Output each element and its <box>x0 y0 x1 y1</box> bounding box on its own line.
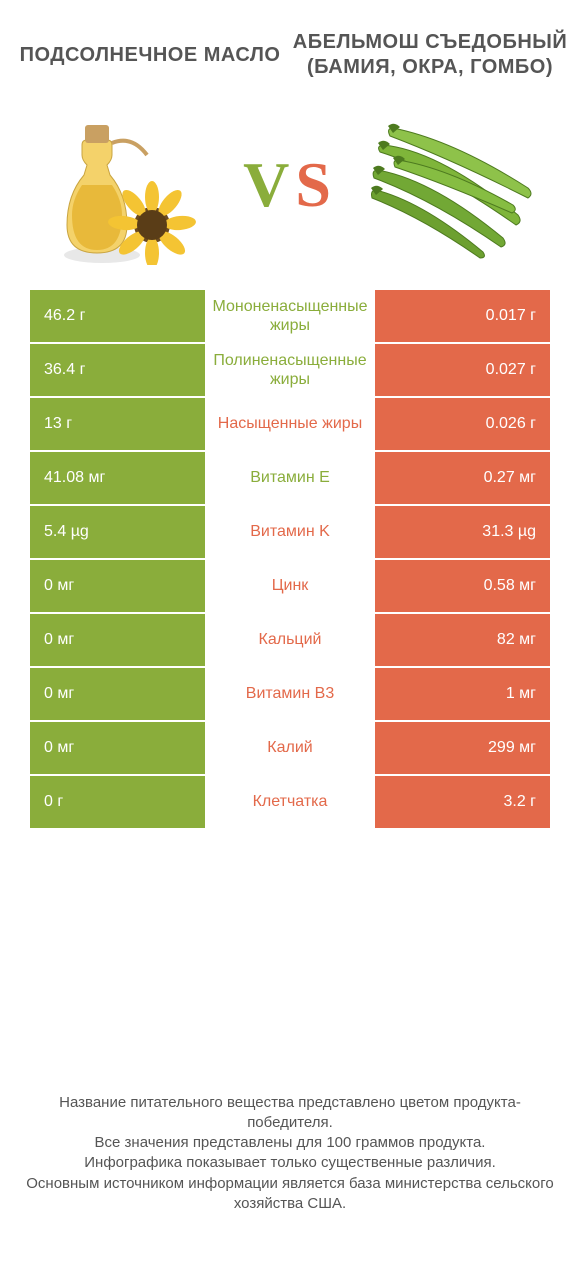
header-left: ПОДСОЛНЕЧНОЕ МАСЛО <box>10 43 290 68</box>
images-row: VS <box>0 90 580 290</box>
footer-line: Инфографика показывает только существенн… <box>20 1153 560 1173</box>
title-left: ПОДСОЛНЕЧНОЕ МАСЛО <box>10 43 290 68</box>
table-row: 41.08 мгВитамин E0.27 мг <box>30 452 550 506</box>
table-row: 36.4 гПолиненасыщенные жиры0.027 г <box>30 344 550 398</box>
nutrient-label: Витамин K <box>205 506 375 560</box>
table-row: 13 гНасыщенные жиры0.026 г <box>30 398 550 452</box>
value-right: 82 мг <box>375 614 550 668</box>
table-row: 5.4 µgВитамин K31.3 µg <box>30 506 550 560</box>
nutrient-label: Насыщенные жиры <box>205 398 375 452</box>
nutrient-label: Мононенасыщенные жиры <box>205 290 375 344</box>
value-right: 0.27 мг <box>375 452 550 506</box>
value-left: 0 мг <box>30 722 205 776</box>
nutrient-label: Полиненасыщенные жиры <box>205 344 375 398</box>
value-left: 0 мг <box>30 614 205 668</box>
table-row: 0 гКлетчатка3.2 г <box>30 776 550 830</box>
value-left: 46.2 г <box>30 290 205 344</box>
value-right: 3.2 г <box>375 776 550 830</box>
value-left: 5.4 µg <box>30 506 205 560</box>
vs-v: V <box>243 149 295 220</box>
value-left: 0 мг <box>30 668 205 722</box>
value-left: 13 г <box>30 398 205 452</box>
table-row: 0 мгКальций82 мг <box>30 614 550 668</box>
vs-s: S <box>295 149 337 220</box>
nutrient-label: Кальций <box>205 614 375 668</box>
comparison-infographic: ПОДСОЛНЕЧНОЕ МАСЛО АБЕЛЬМОШ СЪЕДОБНЫЙ (Б… <box>0 0 580 1264</box>
footer-line: Основным источником информации является … <box>20 1174 560 1215</box>
nutrient-label: Витамин B3 <box>205 668 375 722</box>
value-left: 0 мг <box>30 560 205 614</box>
title-right: АБЕЛЬМОШ СЪЕДОБНЫЙ (БАМИЯ, ОКРА, ГОМБО) <box>290 30 570 80</box>
header-right: АБЕЛЬМОШ СЪЕДОБНЫЙ (БАМИЯ, ОКРА, ГОМБО) <box>290 30 570 80</box>
nutrient-label: Клетчатка <box>205 776 375 830</box>
vs-label: VS <box>243 148 337 222</box>
value-right: 0.027 г <box>375 344 550 398</box>
value-right: 31.3 µg <box>375 506 550 560</box>
sunflower-oil-icon <box>52 105 202 265</box>
nutrient-label: Калий <box>205 722 375 776</box>
value-left: 36.4 г <box>30 344 205 398</box>
value-left: 0 г <box>30 776 205 830</box>
footer-notes: Название питательного вещества представл… <box>0 1063 580 1264</box>
comparison-table: 46.2 гМононенасыщенные жиры0.017 г36.4 г… <box>30 290 550 830</box>
image-left <box>20 100 233 270</box>
value-right: 0.026 г <box>375 398 550 452</box>
table-row: 0 мгВитамин B31 мг <box>30 668 550 722</box>
value-right: 1 мг <box>375 668 550 722</box>
footer-line: Все значения представлены для 100 граммо… <box>20 1133 560 1153</box>
value-right: 0.58 мг <box>375 560 550 614</box>
header-row: ПОДСОЛНЕЧНОЕ МАСЛО АБЕЛЬМОШ СЪЕДОБНЫЙ (Б… <box>0 0 580 90</box>
footer-line: Название питательного вещества представл… <box>20 1093 560 1134</box>
okra-icon <box>368 110 538 260</box>
value-left: 41.08 мг <box>30 452 205 506</box>
nutrient-label: Цинк <box>205 560 375 614</box>
nutrient-label: Витамин E <box>205 452 375 506</box>
table-row: 46.2 гМононенасыщенные жиры0.017 г <box>30 290 550 344</box>
image-right <box>347 100 560 270</box>
table-row: 0 мгКалий299 мг <box>30 722 550 776</box>
table-row: 0 мгЦинк0.58 мг <box>30 560 550 614</box>
value-right: 299 мг <box>375 722 550 776</box>
value-right: 0.017 г <box>375 290 550 344</box>
